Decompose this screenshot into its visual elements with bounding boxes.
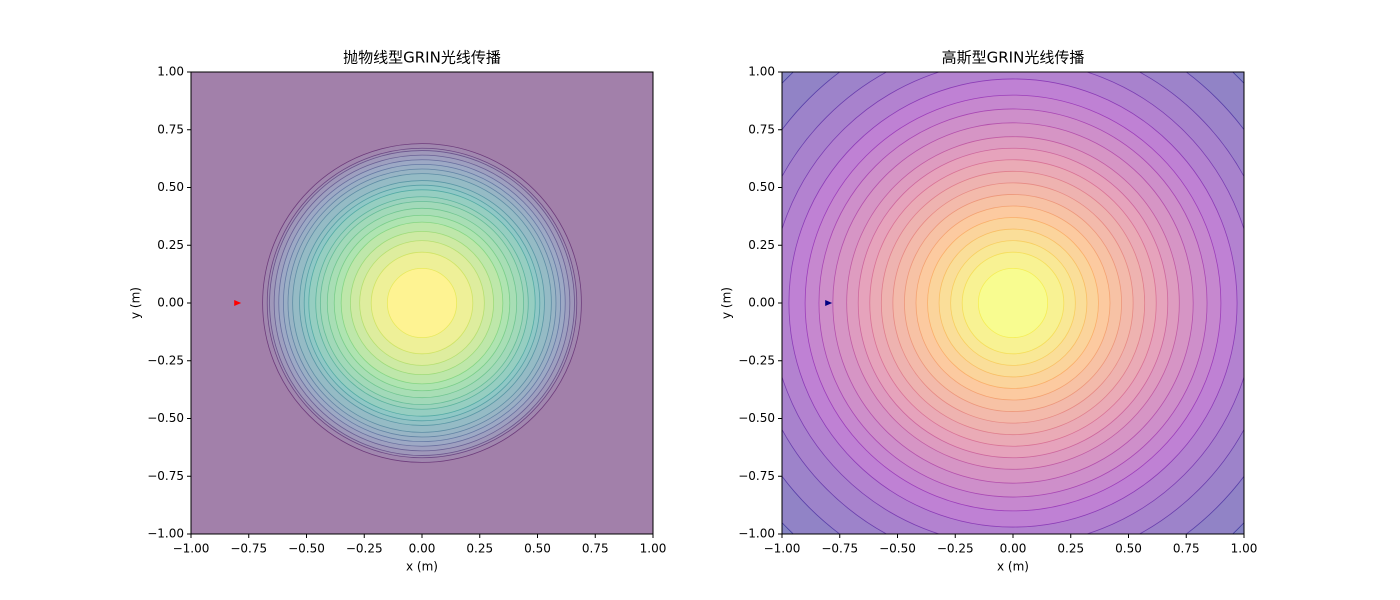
x-tick-label: 0.25 — [466, 542, 493, 556]
contour-band — [386, 267, 458, 339]
y-tick-label: 0.75 — [748, 122, 775, 136]
y-tick-label: 1.00 — [748, 65, 775, 79]
y-tick-label: −1.00 — [147, 527, 184, 541]
y-tick-label: 0.75 — [157, 122, 184, 136]
y-tick-label: −0.25 — [738, 353, 775, 367]
x-axis-label: x (m) — [997, 560, 1029, 574]
x-tick-label: −0.25 — [346, 542, 383, 556]
x-tick-label: −0.75 — [230, 542, 267, 556]
y-tick-label: 0.25 — [748, 238, 775, 252]
x-tick-label: 0.75 — [1173, 542, 1200, 556]
x-tick-label: −1.00 — [764, 542, 801, 556]
chart-title: 抛物线型GRIN光线传播 — [343, 49, 501, 67]
y-tick-label: −0.25 — [147, 353, 184, 367]
x-tick-label: −0.25 — [937, 542, 974, 556]
y-tick-label: 0.00 — [748, 296, 775, 310]
y-tick-label: −1.00 — [738, 527, 775, 541]
x-tick-label: 0.25 — [1057, 542, 1084, 556]
y-tick-label: −0.75 — [738, 469, 775, 483]
x-tick-label: −0.50 — [288, 542, 325, 556]
x-tick-label: −0.75 — [821, 542, 858, 556]
x-tick-label: −1.00 — [173, 542, 210, 556]
y-tick-label: 0.50 — [157, 180, 184, 194]
x-tick-label: 1.00 — [640, 542, 667, 556]
contour-band — [977, 267, 1049, 339]
x-tick-label: 0.00 — [409, 542, 436, 556]
plot-area — [191, 72, 653, 534]
y-tick-label: −0.50 — [738, 411, 775, 425]
x-tick-label: 0.50 — [1115, 542, 1142, 556]
y-tick-label: 0.00 — [157, 296, 184, 310]
y-axis-label: y (m) — [129, 287, 143, 319]
y-tick-label: 0.25 — [157, 238, 184, 252]
ray-marker — [825, 300, 833, 306]
x-axis-label: x (m) — [406, 560, 438, 574]
x-tick-label: 1.00 — [1231, 542, 1258, 556]
x-tick-label: −0.50 — [879, 542, 916, 556]
y-tick-label: −0.75 — [147, 469, 184, 483]
y-tick-label: −0.50 — [147, 411, 184, 425]
subplot: −1.00 −0.75 −0.50 −0.25 0.00 0.25 0.50 0.75 1.00… — [129, 49, 667, 574]
y-tick-label: 0.50 — [748, 180, 775, 194]
y-axis-label: y (m) — [720, 287, 734, 319]
ray-marker — [234, 300, 242, 306]
x-tick-label: 0.00 — [1000, 542, 1027, 556]
subplot: −1.00 −0.75 −0.50 −0.25 0.00 0.25 0.50 0.75 1.00… — [720, 49, 1258, 574]
x-tick-label: 0.75 — [582, 542, 609, 556]
chart-title: 高斯型GRIN光线传播 — [942, 49, 1085, 67]
plot-area — [782, 72, 1244, 534]
y-tick-label: 1.00 — [157, 65, 184, 79]
x-tick-label: 0.50 — [524, 542, 551, 556]
